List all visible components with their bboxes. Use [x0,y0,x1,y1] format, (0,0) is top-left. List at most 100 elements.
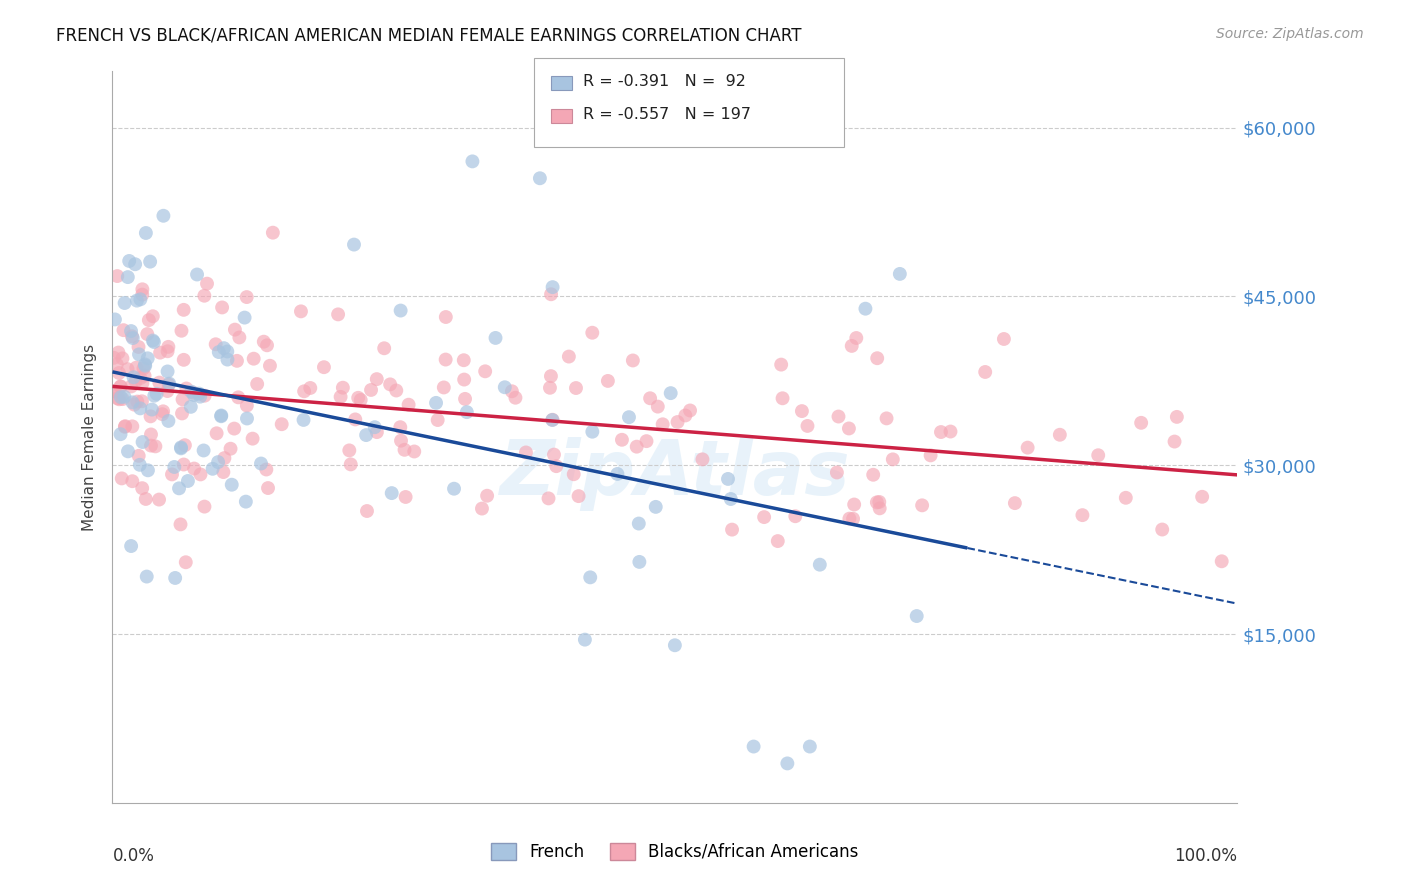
Point [356,504,378,518]
Point [505,391,527,405]
Point [157,376,180,391]
Point [343,237,366,252]
Point [929,425,952,439]
Point [131,376,153,391]
Point [254,462,277,476]
Point [651,417,673,432]
Point [105,357,128,371]
Point [174,555,197,569]
Point [118,254,141,268]
Point [381,486,404,500]
Point [621,353,644,368]
Point [142,310,165,324]
Point [664,638,686,652]
Text: R = -0.557   N = 197: R = -0.557 N = 197 [583,107,751,121]
Point [433,380,456,394]
Text: 0.0%: 0.0% [112,847,155,864]
Point [679,403,702,417]
Point [105,392,128,406]
Point [581,326,603,340]
Point [425,396,447,410]
Point [125,360,148,375]
Point [134,358,156,372]
Point [246,376,269,391]
Point [112,323,135,337]
Point [253,334,276,349]
Point [132,361,155,376]
Point [110,390,132,404]
Point [1115,491,1137,505]
Point [568,489,591,503]
Point [142,334,165,349]
Point [169,517,191,532]
Point [862,467,884,482]
Point [148,492,170,507]
Point [207,455,229,469]
Point [224,421,246,435]
Point [256,338,278,352]
Point [628,555,651,569]
Point [112,390,135,404]
Point [108,366,131,380]
Point [242,351,264,366]
Point [121,474,143,488]
Point [170,406,193,420]
Point [181,385,204,400]
Point [170,441,193,455]
Point [456,405,478,419]
Point [121,419,143,434]
Point [117,444,139,458]
Point [394,442,416,457]
Point [111,471,134,485]
Point [107,345,129,359]
Text: 100.0%: 100.0% [1174,847,1237,864]
Point [217,352,239,367]
Legend: French, Blacks/African Americans: French, Blacks/African Americans [485,836,865,868]
Point [135,569,157,583]
Point [515,445,537,459]
Point [135,226,157,240]
Point [453,353,475,368]
Point [1211,554,1233,568]
Point [120,539,142,553]
Point [104,384,127,399]
Point [111,351,134,366]
Point [183,461,205,475]
Point [139,409,162,424]
Point [845,331,868,345]
Point [121,329,143,343]
Point [135,491,157,506]
Point [866,495,889,509]
Point [299,381,322,395]
Point [110,427,132,442]
Point [173,302,195,317]
Point [226,390,249,404]
Point [790,404,813,418]
Point [720,491,742,506]
Point [290,304,312,318]
Point [224,323,246,337]
Point [385,384,408,398]
Point [541,413,564,427]
Point [120,379,142,393]
Point [565,381,588,395]
Point [717,472,740,486]
Point [326,307,349,321]
Point [193,443,215,458]
Point [128,458,150,472]
Point [389,434,412,448]
Point [666,415,689,429]
Point [138,313,160,327]
Point [1163,434,1185,449]
Point [344,412,367,426]
Point [617,410,640,425]
Point [170,442,193,456]
Point [796,419,818,434]
Point [104,312,127,326]
Point [1191,490,1213,504]
Point [1017,441,1039,455]
Point [905,609,928,624]
Point [110,379,132,393]
Point [868,495,890,509]
Point [121,395,143,409]
